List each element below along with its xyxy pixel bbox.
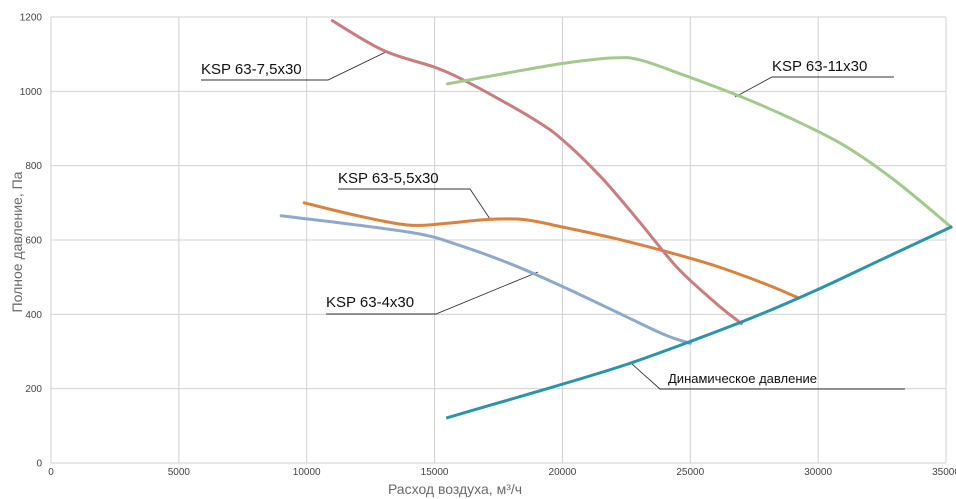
y-tick-label: 800 — [25, 161, 42, 172]
y-axis-title: Полное давление, Па — [9, 171, 25, 312]
y-tick-label: 400 — [25, 310, 42, 321]
y-tick-label: 0 — [36, 459, 42, 470]
x-tick-label: 0 — [48, 467, 54, 478]
leader-line-dynamic-pressure — [631, 363, 905, 390]
curve-ksp-63-5-5x30 — [302, 201, 800, 300]
x-tick-label: 35000 — [932, 467, 956, 478]
x-tick-label: 10000 — [293, 467, 321, 478]
x-tick-label: 20000 — [549, 467, 577, 478]
x-tick-label: 25000 — [676, 467, 704, 478]
grid — [50, 16, 947, 464]
label-dynamic-pressure: Динамическое давление — [668, 371, 817, 386]
leader-line-ksp-63-11x30 — [734, 76, 894, 98]
leader-line-ksp-63-7-5x30 — [201, 50, 389, 81]
label-ksp-63-7-5x30: KSP 63-7,5x30 — [201, 61, 302, 78]
series-curves — [279, 19, 953, 420]
leader-line-ksp-63-4x30 — [326, 271, 539, 315]
y-tick-label: 200 — [25, 384, 42, 395]
curve-ksp-63-11x30 — [445, 56, 953, 229]
x-tick-label: 30000 — [804, 467, 832, 478]
curve-ksp-63-4x30 — [279, 214, 692, 345]
label-ksp-63-4x30: KSP 63-4x30 — [326, 294, 414, 311]
y-tick-label: 1200 — [20, 13, 43, 24]
label-ksp-63-11x30: KSP 63-11x30 — [772, 58, 867, 75]
curve-ksp-63-7-5x30 — [330, 19, 743, 326]
label-leader-lines — [201, 50, 905, 390]
series-labels: KSP 63-4x30 KSP 63-5,5x30 KSP 63-7,5x30 KSP… — [201, 58, 867, 386]
y-tick-label: 600 — [25, 236, 42, 247]
y-tick-label: 1000 — [20, 87, 43, 98]
x-axis-title: Расход воздуха, м³/ч — [388, 481, 522, 497]
tick-labels: 0 200 400 600 800 1000 1200 0 5000 10000 15000 2000… — [20, 13, 956, 479]
label-ksp-63-5-5x30: KSP 63-5,5x30 — [338, 170, 439, 187]
curve-dynamic-pressure — [445, 225, 953, 420]
leader-line-ksp-63-5-5x30 — [338, 188, 491, 220]
x-tick-label: 5000 — [168, 467, 191, 478]
x-tick-label: 15000 — [421, 467, 449, 478]
